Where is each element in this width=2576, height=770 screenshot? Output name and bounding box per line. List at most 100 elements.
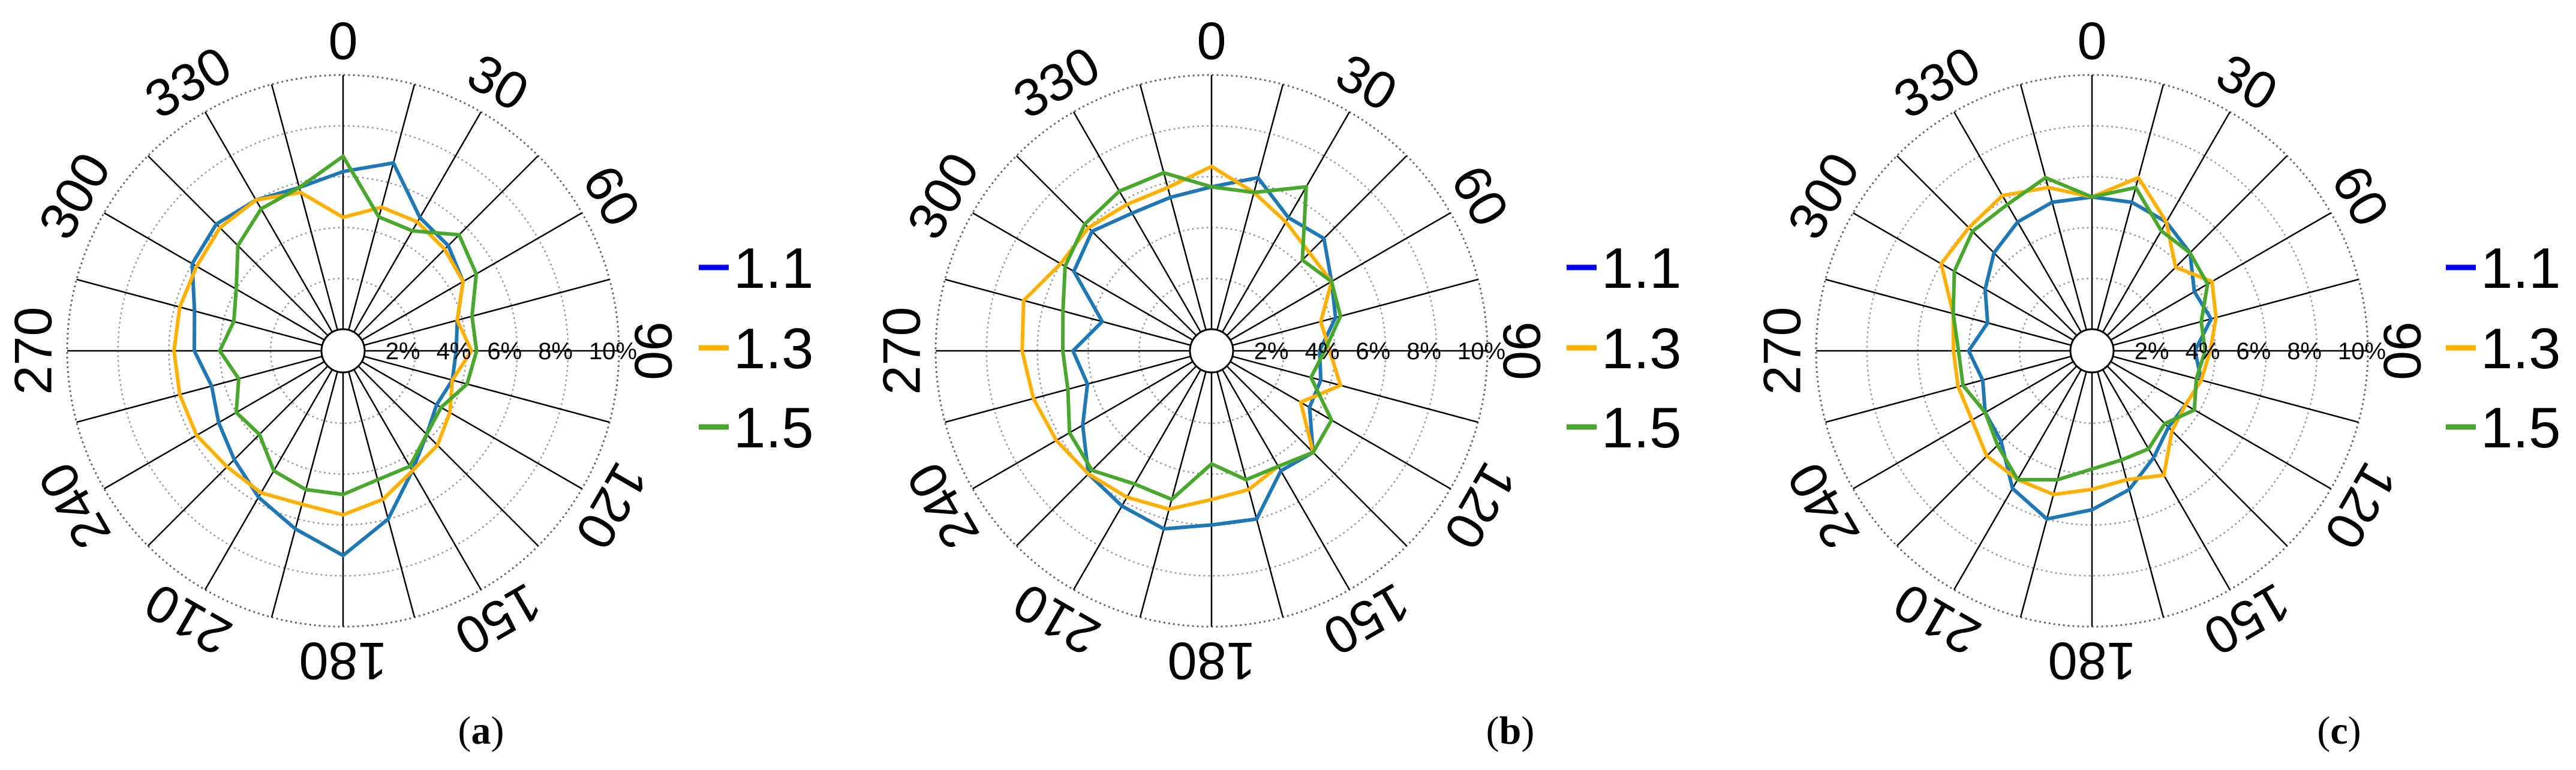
spoke-line [76,356,323,423]
center-hole [320,328,366,374]
angle-tick-label: 240 [26,453,122,559]
spoke-line [2106,155,2288,336]
angle-tick-label: 240 [895,453,990,559]
panel-label: (c) [2317,709,2361,753]
spoke-line [1015,365,1197,547]
spoke-line [2112,278,2359,346]
spoke-line [1230,212,1451,341]
angle-tick-label: 330 [1003,34,1110,130]
angular-gridlines [936,75,1487,627]
spoke-line [76,278,323,346]
spoke-line [357,365,539,547]
radial-tick-labels: 2% 4% 6% 8% 10% [386,338,637,365]
series-line-1.5 [1951,175,2210,482]
series-lines [1939,175,2218,521]
legend-label: 1.5 [2481,396,2560,460]
angle-tick-label: 0 [329,11,358,70]
panel-label: (a) [458,709,504,753]
spoke-line [1072,112,1202,333]
panel-label: (b) [1486,709,1535,753]
radial-tick-labels: 2% 4% 6% 8% 10% [1254,338,1505,365]
spoke-line [204,112,333,333]
series-line-1.3 [1020,164,1343,512]
angle-tick-label: 300 [895,143,990,249]
angle-tick-label: 240 [1775,453,1871,559]
spoke-line [1139,371,1207,618]
spoke-line [972,212,1194,341]
radial-tick-label: 10% [1457,338,1505,365]
spoke-line [353,369,482,590]
spoke-line [1825,356,2072,423]
radial-tick-label: 2% [386,338,420,365]
radial-tick-label: 6% [2236,338,2271,365]
spoke-line [1221,369,1351,590]
angle-tick-label: 120 [564,453,659,559]
legend: 1.1 1.3 1.5 [1567,236,1681,460]
spoke-line [1853,212,2074,341]
angle-tick-label: 90 [1492,321,1552,380]
angular-gridlines [1816,75,2368,627]
spoke-line [1216,371,1284,618]
radial-tick-label: 8% [2287,338,2322,365]
angle-tick-label: 330 [1884,34,1990,130]
angle-tick-label: 210 [1884,572,1990,667]
angle-tick-label: 90 [2373,321,2432,380]
angle-tick-label: 270 [871,307,931,395]
spoke-line [348,371,416,618]
series-line-1.1 [1966,195,2214,521]
spoke-line [2112,356,2359,423]
angle-tick-label: 270 [1752,307,1811,395]
angle-tick-label: 60 [2320,155,2401,236]
angle-tick-label: 270 [3,307,62,395]
spoke-line [1216,84,1284,330]
angle-tick-label: 180 [299,631,387,691]
legend-label: 1.3 [1601,317,1681,381]
angle-tick-label: 150 [2194,572,2300,667]
spoke-line [1072,369,1202,590]
spoke-line [1139,84,1207,330]
radial-tick-label: 4% [1305,338,1340,365]
legend-label: 1.3 [2481,317,2560,381]
spoke-line [204,369,333,590]
angle-tick-label: 300 [1775,143,1871,249]
spoke-line [147,365,329,547]
radial-tick-label: 4% [437,338,471,365]
angle-tick-label: 330 [135,34,241,130]
series-lines [172,154,479,558]
angle-tick-label: 210 [135,572,241,667]
legend-label: 1.5 [1601,396,1681,460]
radial-tick-label: 10% [2338,338,2386,365]
series-line-1.5 [217,154,479,497]
spoke-line [2097,371,2165,618]
center-hole [1189,328,1234,374]
radial-tick-label: 2% [2135,338,2169,365]
legend-label: 1.5 [734,396,813,460]
spoke-line [363,278,610,346]
legend: 1.1 1.3 1.5 [699,236,813,460]
angle-tick-label: 0 [2078,11,2107,70]
angle-tick-label: 150 [1313,572,1420,667]
angle-tick-label: 120 [2313,453,2408,559]
angle-tick-label: 180 [1168,631,1256,691]
spoke-line [1230,360,1451,490]
radial-tick-label: 2% [1254,338,1289,365]
radial-tick-label: 8% [1406,338,1441,365]
spoke-line [270,84,338,330]
spoke-line [1232,278,1478,346]
legend-label: 1.3 [734,317,813,381]
spoke-line [1825,278,2072,346]
spoke-line [363,356,610,423]
series-lines [1020,164,1343,531]
angle-tick-label: 30 [458,42,538,123]
angle-tick-label: 210 [1003,572,1110,667]
spoke-line [2019,84,2087,330]
spoke-line [361,212,582,341]
legend-label: 1.1 [2481,236,2560,300]
series-line-1.3 [1939,175,2218,497]
series-line-1.5 [1060,170,1343,502]
series-line-1.3 [172,190,474,517]
angle-tick-label: 30 [2207,42,2287,123]
